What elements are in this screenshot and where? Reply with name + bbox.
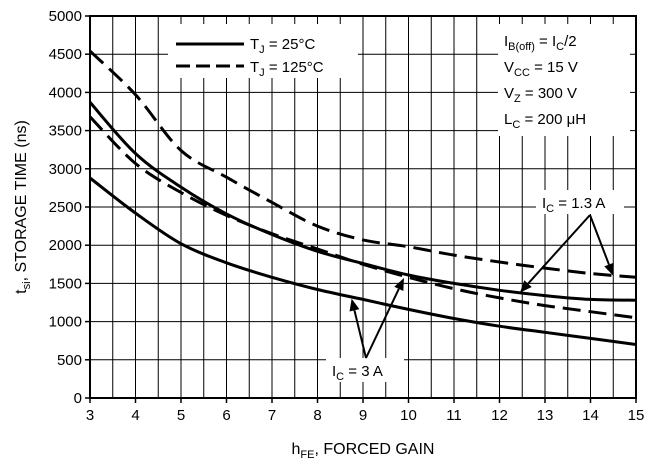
series-ic-3a-125c — [88, 115, 637, 320]
x-tick-label: 6 — [222, 407, 230, 424]
y-tick-label: 2000 — [49, 237, 82, 254]
legend-box — [168, 24, 358, 78]
legend-label-125c: TJ = 125°C — [250, 59, 324, 79]
annotation-arrows — [349, 214, 614, 359]
x-tick-label: 15 — [628, 407, 645, 424]
conditions-box — [498, 24, 630, 136]
annotation-ic-3a-label: IC = 3 A — [332, 363, 383, 383]
annotation-ic-3a: IC = 3 A — [326, 358, 404, 383]
y-axis-title: tsi, STORAGE TIME (ns) — [13, 120, 33, 294]
x-tick-label: 11 — [446, 407, 462, 424]
annotation-ic-1-3a-label: IC = 1.3 A — [542, 195, 605, 215]
y-tick-label: 500 — [57, 352, 82, 369]
series-ic-1-3a-125c — [88, 50, 637, 279]
y-tick-label: 3000 — [49, 161, 82, 178]
legend-label-25c: TJ = 25°C — [250, 36, 315, 56]
condition-vcc: VCC = 15 V — [504, 59, 578, 79]
annotation-arrowhead — [519, 280, 532, 293]
x-axis-title: hFE, FORCED GAIN — [292, 441, 435, 461]
annotation-arrow-line — [589, 214, 610, 265]
y-tick-label: 1500 — [49, 275, 82, 292]
x-tick-label: 3 — [86, 407, 94, 424]
annotation-arrow-line — [365, 288, 400, 359]
x-tick-label: 4 — [131, 407, 139, 424]
condition-ib-off: IB(off) = IC/2 — [504, 33, 577, 53]
x-tick-label: 9 — [359, 407, 367, 424]
series-ic-3a-25c — [89, 176, 637, 346]
condition-lc: LC = 200 μH — [504, 111, 586, 131]
y-tick-label: 3500 — [49, 123, 82, 140]
annotation-ic-1-3a: IC = 1.3 A — [536, 190, 624, 215]
legend: TJ = 25°C TJ = 125°C — [168, 24, 358, 79]
ticks: 3 4 5 6 7 8 9 10 11 12 13 14 15 0 500 1000 1500 2000 2500 3… — [49, 8, 645, 424]
x-tick-label: 8 — [313, 407, 321, 424]
y-tick-label: 1000 — [49, 314, 82, 331]
series-lines — [88, 50, 637, 346]
y-tick-label: 4500 — [49, 46, 82, 63]
y-tick-label: 0 — [74, 390, 82, 407]
annotation-ic-1-3a-box — [536, 190, 624, 214]
condition-vz: VZ = 300 V — [504, 85, 577, 105]
x-tick-label: 14 — [582, 407, 599, 424]
y-tick-label: 2500 — [49, 199, 82, 216]
annotation-arrowhead — [349, 298, 360, 312]
annotation-arrow-line — [353, 310, 367, 359]
y-tick-label: 4000 — [49, 84, 82, 101]
x-tick-label: 5 — [177, 407, 185, 424]
x-tick-label: 12 — [491, 407, 508, 424]
annotation-ic-3a-box — [326, 358, 404, 382]
annotation-arrowhead — [604, 262, 614, 276]
x-tick-label: 7 — [268, 407, 276, 424]
annotation-arrow-line — [527, 214, 591, 285]
x-tick-label: 10 — [400, 407, 417, 424]
y-tick-label: 5000 — [49, 8, 82, 25]
annotation-arrowhead — [394, 278, 404, 292]
x-tick-label: 13 — [537, 407, 554, 424]
conditions-block: IB(off) = IC/2 VCC = 15 V VZ = 300 V LC … — [498, 24, 630, 136]
